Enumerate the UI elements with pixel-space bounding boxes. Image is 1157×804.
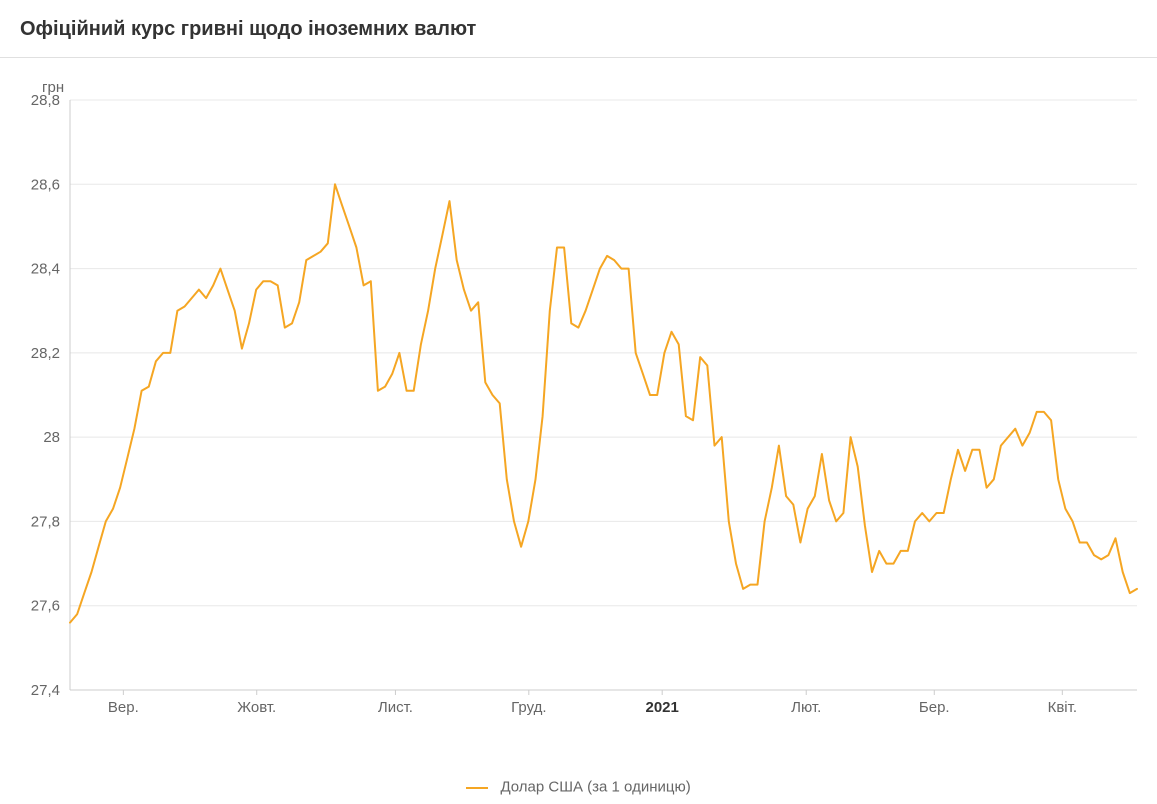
svg-text:28,6: 28,6 — [31, 176, 60, 193]
svg-text:28: 28 — [43, 429, 60, 446]
svg-text:28,4: 28,4 — [31, 261, 60, 278]
svg-text:27,8: 27,8 — [31, 513, 60, 530]
svg-text:Квіт.: Квіт. — [1048, 699, 1077, 716]
svg-text:27,4: 27,4 — [31, 682, 60, 699]
chart-header: Офіційний курс гривні щодо іноземних вал… — [0, 0, 1157, 58]
svg-text:Бер.: Бер. — [919, 699, 950, 716]
svg-text:Груд.: Груд. — [511, 699, 546, 716]
chart-legend: Долар США (за 1 одиницю) — [0, 778, 1157, 796]
svg-text:Лют.: Лют. — [791, 699, 821, 716]
svg-text:грн: грн — [42, 79, 64, 96]
chart-title: Офіційний курс гривні щодо іноземних вал… — [20, 18, 1137, 41]
svg-text:Вер.: Вер. — [108, 699, 139, 716]
svg-text:Жовт.: Жовт. — [237, 699, 276, 716]
svg-text:2021: 2021 — [645, 699, 678, 716]
svg-text:Лист.: Лист. — [378, 699, 413, 716]
legend-label: Долар США (за 1 одиницю) — [500, 779, 690, 796]
legend-line-swatch — [466, 787, 488, 789]
chart-area: 27,427,627,82828,228,428,628,8грнВер.Жов… — [0, 70, 1157, 764]
line-chart-svg: 27,427,627,82828,228,428,628,8грнВер.Жов… — [0, 70, 1157, 730]
svg-text:28,2: 28,2 — [31, 345, 60, 362]
svg-text:27,6: 27,6 — [31, 598, 60, 615]
